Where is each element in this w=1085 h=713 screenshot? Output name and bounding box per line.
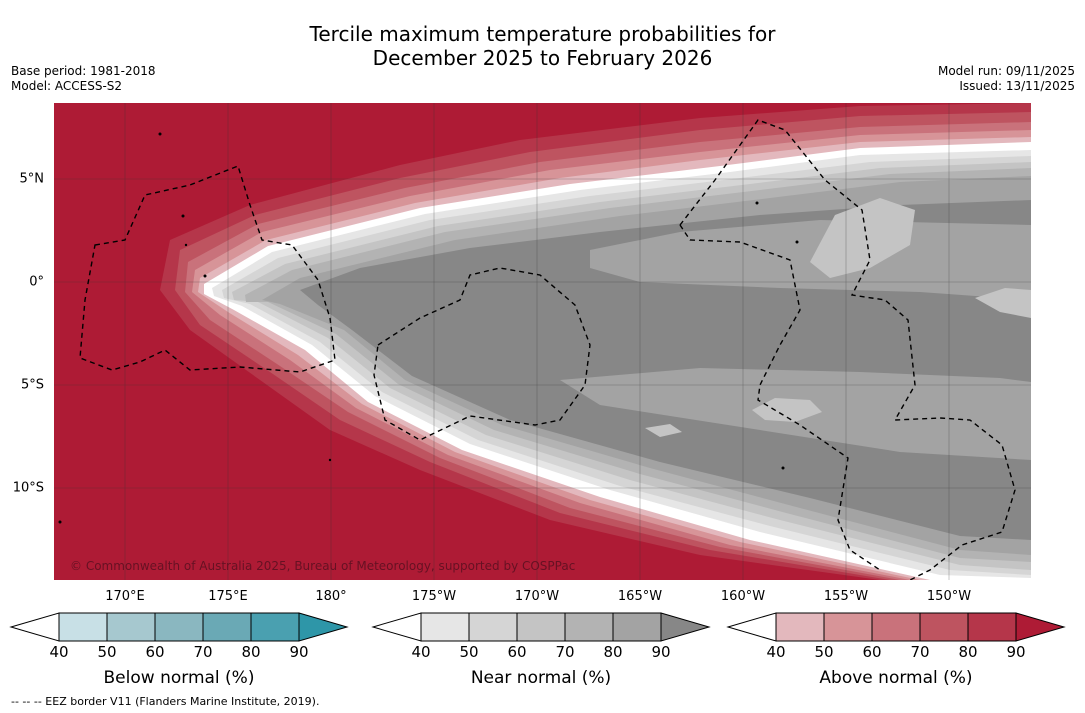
colorbar-tick: 70 — [193, 643, 213, 661]
colorbar-below-50-60 — [106, 612, 156, 642]
colorbar-above-normal — [726, 612, 1066, 642]
lat-label-5n: 5°N — [19, 171, 45, 187]
colorbar-near-extend-low — [371, 612, 422, 642]
colorbar-tick: 50 — [459, 643, 479, 661]
colorbar-tick: 80 — [958, 643, 978, 661]
issued-date: Issued: 13/11/2025 — [959, 79, 1075, 93]
island — [328, 458, 332, 462]
colorbar-tick: 90 — [289, 643, 309, 661]
forecast-map: © Commonwealth of Australia 2025, Bureau… — [54, 103, 1031, 580]
near-normal-70-patch-south — [752, 398, 822, 422]
colorbar-below-80-90 — [250, 612, 300, 642]
lon-label-165w: 165°W — [617, 589, 663, 604]
colorbar-tick: 80 — [241, 643, 261, 661]
colorbar-tick: 40 — [766, 643, 786, 661]
colorbar-below-70-80 — [202, 612, 252, 642]
colorbar-near-70-80 — [564, 612, 614, 642]
base-period: Base period: 1981-2018 — [11, 64, 156, 78]
eez-border-kiribati-line — [679, 119, 1016, 580]
colorbar-near-80-90 — [612, 612, 662, 642]
colorbar-near-title: Near normal (%) — [470, 668, 612, 688]
colorbar-tick: 60 — [145, 643, 165, 661]
colorbar-tick: 90 — [1006, 643, 1026, 661]
near-normal-70-patch-east — [975, 288, 1031, 318]
colorbar-above-title: Above normal (%) — [819, 668, 973, 688]
colorbar-tick: 70 — [555, 643, 575, 661]
meta-right: Model run: 09/11/2025 Issued: 13/11/2025 — [938, 64, 1075, 94]
lon-label-155w: 155°W — [823, 589, 869, 604]
islands — [58, 132, 799, 524]
colorbar-tick: 40 — [411, 643, 431, 661]
lon-label-160w: 160°W — [720, 589, 766, 604]
lon-label-175e: 175°E — [208, 589, 248, 604]
colorbar-near-normal — [371, 612, 711, 642]
colorbar-above-60-70 — [871, 612, 921, 642]
lon-label-170e: 170°E — [105, 589, 145, 604]
colorbar-below-60-70 — [154, 612, 204, 642]
lat-label-equator: 0° — [29, 274, 44, 290]
colorbar-tick: 80 — [603, 643, 623, 661]
island — [203, 274, 207, 278]
lon-label-150w: 150°W — [926, 589, 972, 604]
colorbar-above-extend-high — [1015, 612, 1066, 642]
colorbar-tick: 60 — [862, 643, 882, 661]
colorbar-below-extend-high — [298, 612, 349, 642]
island — [181, 214, 185, 218]
island — [781, 466, 785, 470]
eez-border-kiribati-phoenix — [373, 267, 591, 441]
near-normal-70-patch-small — [645, 424, 682, 437]
colorbar-below-extend-low — [9, 612, 60, 642]
lon-label-175w: 175°W — [411, 589, 457, 604]
colorbar-above-50-60 — [823, 612, 873, 642]
eez-footnote: -- -- -- EEZ border V11 (Flanders Marine… — [11, 695, 320, 708]
island — [58, 520, 62, 524]
colorbar-tick: 60 — [507, 643, 527, 661]
eez-border-kiribati-line-west — [679, 224, 881, 571]
island — [184, 243, 188, 247]
colorbar-tick: 70 — [910, 643, 930, 661]
eez-borders — [79, 119, 1016, 580]
lon-label-180: 180° — [315, 589, 347, 604]
title-line-2: December 2025 to February 2026 — [372, 46, 713, 70]
colorbar-above-40-50 — [775, 612, 825, 642]
colorbar-above-80-90 — [967, 612, 1017, 642]
island — [755, 201, 759, 205]
title-line-1: Tercile maximum temperature probabilitie… — [309, 22, 776, 46]
colorbar-above-70-80 — [919, 612, 969, 642]
lat-label-5s: 5°S — [20, 377, 44, 393]
map-title: Tercile maximum temperature probabilitie… — [0, 22, 1085, 70]
colorbar-above-extend-low — [726, 612, 777, 642]
meta-left: Base period: 1981-2018 Model: ACCESS-S2 — [11, 64, 156, 94]
colorbar-near-40-50 — [420, 612, 470, 642]
model-name: Model: ACCESS-S2 — [11, 79, 123, 93]
map-grid — [54, 103, 1031, 580]
copyright-notice: © Commonwealth of Australia 2025, Bureau… — [70, 559, 575, 573]
colorbar-near-extend-high — [660, 612, 711, 642]
colorbar-below-title: Below normal (%) — [103, 668, 255, 688]
lat-label-10s: 10°S — [12, 480, 44, 496]
colorbar-below-normal — [9, 612, 349, 642]
model-run: Model run: 09/11/2025 — [937, 64, 1075, 78]
island — [158, 132, 162, 136]
colorbar-tick: 40 — [49, 643, 69, 661]
colorbar-tick: 50 — [97, 643, 117, 661]
island — [795, 240, 799, 244]
eez-border-kiribati-gilbert — [79, 165, 336, 373]
colorbar-below-40-50 — [58, 612, 108, 642]
colorbar-near-50-60 — [468, 612, 518, 642]
colorbar-near-60-70 — [516, 612, 566, 642]
near-normal-70-patch — [810, 198, 915, 278]
colorbar-tick: 50 — [814, 643, 834, 661]
lon-label-170w: 170°W — [514, 589, 560, 604]
colorbar-tick: 90 — [651, 643, 671, 661]
